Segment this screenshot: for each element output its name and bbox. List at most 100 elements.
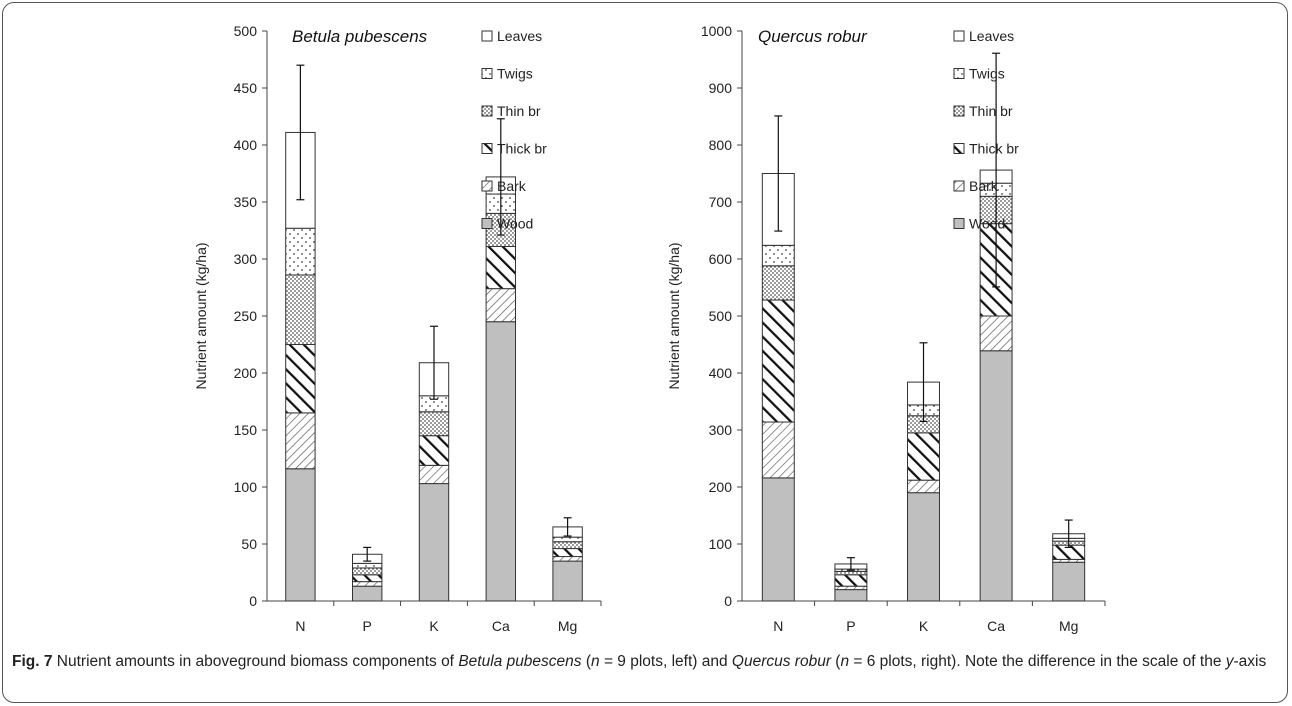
bar-segment-twigs bbox=[761, 244, 795, 267]
bar-segment-thin-br bbox=[352, 567, 383, 576]
bar-segment-thin-br bbox=[834, 570, 868, 576]
y-tick-label: 200 bbox=[234, 365, 258, 381]
y-tick-label: 100 bbox=[234, 479, 258, 495]
caption-part: y bbox=[1225, 653, 1234, 670]
chart-title: Quercus robur bbox=[758, 27, 868, 46]
x-tick-label: Ca bbox=[987, 618, 1005, 634]
y-tick-label: 600 bbox=[709, 251, 733, 267]
legend-label-wood: Wood bbox=[497, 216, 533, 232]
legend-swatch-thick-br bbox=[953, 143, 965, 154]
x-tick-label: P bbox=[363, 618, 372, 634]
bar-segment-wood bbox=[285, 468, 316, 602]
legend-swatch-bark bbox=[481, 180, 493, 192]
y-tick-label: 1000 bbox=[701, 23, 732, 39]
bar-segment-bark bbox=[907, 479, 940, 494]
x-tick-label: P bbox=[846, 618, 855, 634]
bar-segment-thin-br bbox=[552, 541, 583, 550]
bar-segment-thick-br bbox=[761, 299, 795, 423]
chart-quercus-robur: 0 100 200 300 400 500 600 700 800 900 1000 Nutrient… bbox=[666, 23, 1106, 634]
legend-swatch-leaves bbox=[481, 30, 493, 42]
bar-segment-twigs bbox=[552, 536, 583, 543]
legend-label-thick-br: Thick br bbox=[497, 141, 547, 157]
y-axis-label: Nutrient amount (kg/ha) bbox=[666, 242, 682, 389]
caption-part: ( bbox=[581, 653, 592, 670]
caption-text: Nutrient amounts in aboveground biomass … bbox=[52, 653, 1266, 670]
bar-segment-twigs bbox=[285, 227, 316, 276]
bar-segment-twigs bbox=[352, 562, 383, 569]
y-tick-label: 700 bbox=[709, 194, 733, 210]
legend-swatch-thin-br bbox=[953, 105, 965, 117]
y-tick-label: 0 bbox=[724, 593, 732, 609]
legend-swatch-wood bbox=[481, 218, 493, 229]
bar-segment-thick-br bbox=[834, 574, 868, 587]
chart-title: Betula pubescens bbox=[292, 27, 428, 46]
y-tick-label: 900 bbox=[709, 80, 733, 96]
bar-segment-thin-br bbox=[285, 274, 316, 345]
legend-swatch-thin-br bbox=[481, 105, 493, 117]
caption-part: n bbox=[591, 653, 600, 670]
legend-label-thick-br: Thick br bbox=[969, 141, 1019, 157]
bar-segment-wood bbox=[352, 585, 383, 602]
bar-segment-thin-br bbox=[761, 265, 795, 301]
legend-label-bark: Bark bbox=[497, 178, 527, 194]
legend-label-leaves: Leaves bbox=[969, 28, 1014, 44]
legend-label-thin-br: Thin br bbox=[969, 103, 1013, 119]
x-tick-label: K bbox=[429, 618, 439, 634]
y-tick-label: 400 bbox=[709, 365, 733, 381]
bar-segment-wood bbox=[834, 589, 868, 602]
bar-segment-wood bbox=[485, 321, 516, 602]
y-tick-label: 50 bbox=[241, 536, 257, 552]
y-tick-label: 300 bbox=[234, 251, 258, 267]
bar-segment-wood bbox=[418, 483, 450, 602]
caption-part: n bbox=[840, 653, 850, 670]
bar-segment-wood bbox=[979, 350, 1013, 602]
legend-swatch-twigs bbox=[953, 68, 965, 79]
legend-label-twigs: Twigs bbox=[969, 66, 1005, 82]
legend-label-wood: Wood bbox=[969, 216, 1005, 232]
x-tick-label: N bbox=[295, 618, 305, 634]
caption-part: = 6 plots, right). Note the difference i… bbox=[849, 653, 1226, 670]
bar-segment-bark bbox=[418, 464, 450, 485]
x-tick-label: K bbox=[919, 618, 929, 634]
y-tick-label: 350 bbox=[234, 194, 258, 210]
y-tick-label: 500 bbox=[234, 23, 258, 39]
bar-segment-thick-br bbox=[907, 432, 940, 481]
bar-segment-wood bbox=[907, 492, 940, 602]
legend-swatch-twigs bbox=[481, 68, 493, 79]
y-axis-label: Nutrient amount (kg/ha) bbox=[193, 242, 209, 389]
legend-swatch-bark bbox=[953, 180, 965, 192]
legend-swatch-thick-br bbox=[481, 143, 493, 154]
x-tick-label: Mg bbox=[1059, 618, 1078, 634]
caption-label: Fig. 7 bbox=[12, 653, 53, 670]
caption-part: = 9 plots, left) and bbox=[599, 653, 732, 670]
legend-swatch-wood bbox=[953, 218, 965, 229]
bar-segment-thick-br bbox=[485, 245, 516, 290]
chart-betula-pubescens: 0 50 100 150 200 250 300 350 400 450 500 Nutrient a… bbox=[193, 23, 602, 634]
bar-segment-thick-br bbox=[552, 548, 583, 558]
bar-segment-thick-br bbox=[418, 435, 450, 466]
y-tick-label: 400 bbox=[234, 137, 258, 153]
y-tick-label: 450 bbox=[234, 80, 258, 96]
y-tick-label: 100 bbox=[709, 536, 733, 552]
caption-part: ( bbox=[830, 653, 841, 670]
bar-segment-bark bbox=[485, 288, 516, 323]
legend-label-leaves: Leaves bbox=[497, 28, 542, 44]
figure-caption: Fig. 7 Nutrient amounts in aboveground b… bbox=[12, 651, 1272, 673]
legend-label-bark: Bark bbox=[969, 178, 999, 194]
y-tick-label: 250 bbox=[234, 308, 258, 324]
x-tick-label: Ca bbox=[492, 618, 510, 634]
bar-segment-thick-br bbox=[352, 574, 383, 583]
bar-segment-bark bbox=[285, 412, 316, 470]
legend-label-thin-br: Thin br bbox=[497, 103, 541, 119]
caption-part: -axis bbox=[1233, 653, 1267, 670]
caption-part: Betula pubescens bbox=[458, 653, 582, 670]
bar-segment-bark bbox=[352, 581, 383, 587]
bar-segment-bark bbox=[761, 421, 795, 479]
caption-part: Nutrient amounts in aboveground biomass … bbox=[52, 653, 459, 670]
legend-swatch-leaves bbox=[953, 30, 965, 42]
y-tick-label: 0 bbox=[249, 593, 257, 609]
bar-segment-bark bbox=[979, 315, 1013, 352]
bar-segment-bark bbox=[834, 585, 868, 591]
y-tick-label: 800 bbox=[709, 137, 733, 153]
